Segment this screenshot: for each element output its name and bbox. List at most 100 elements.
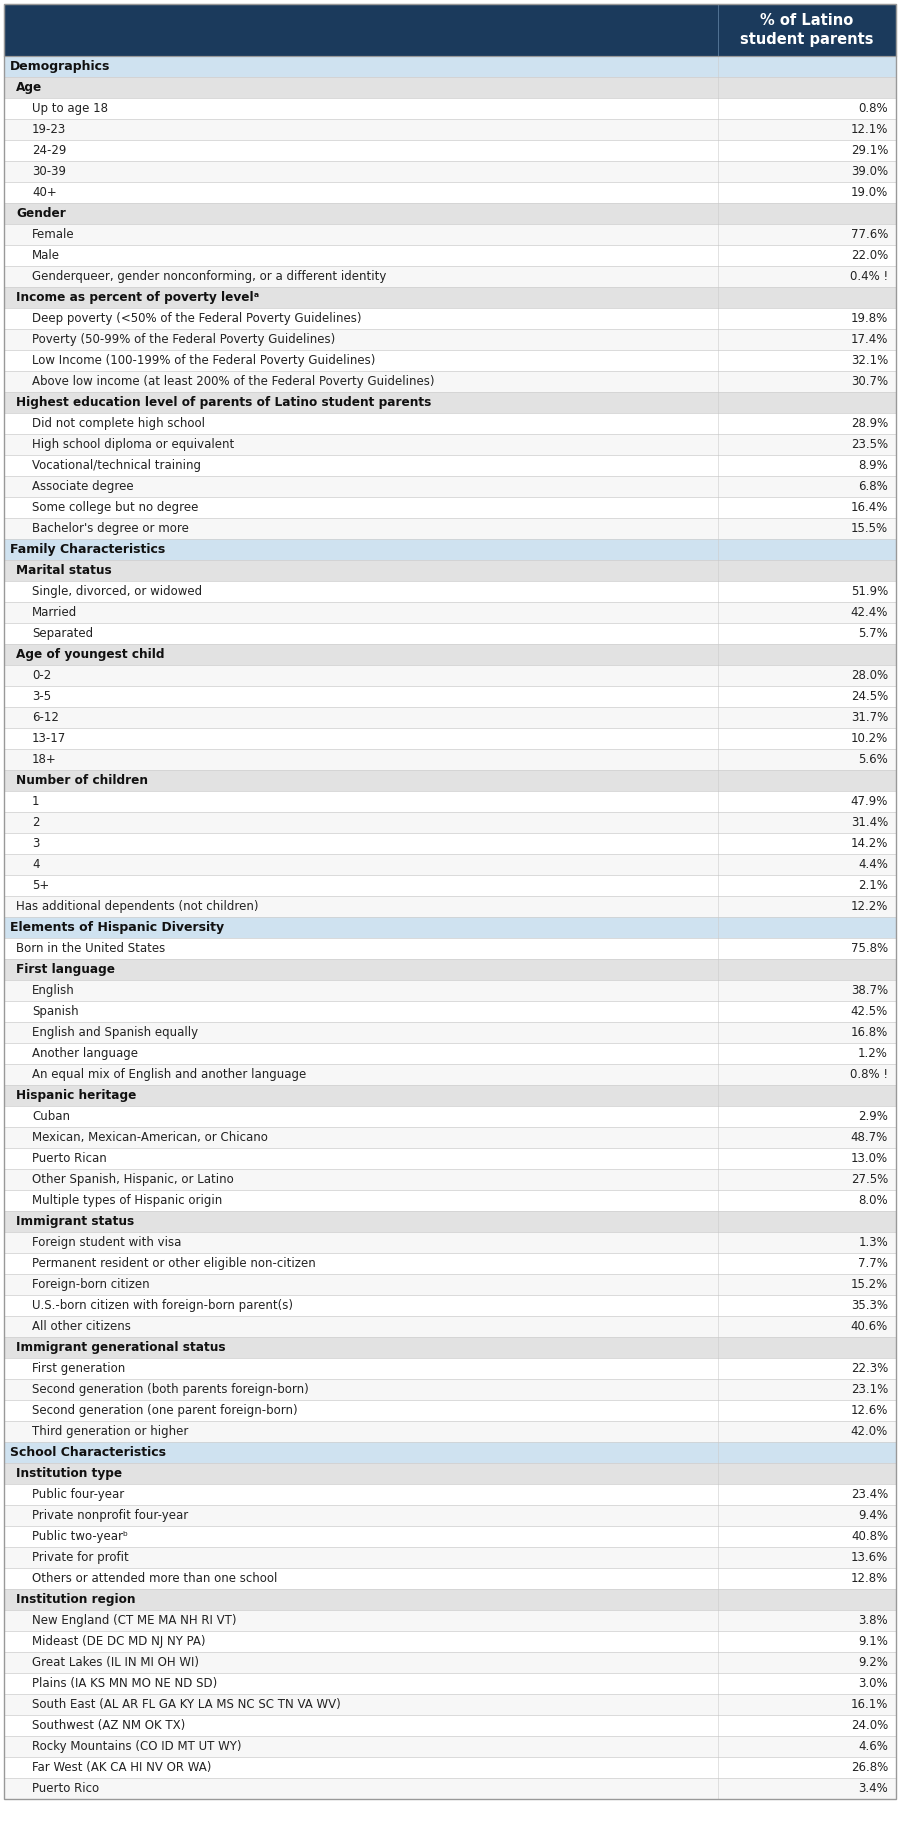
Text: 9.4%: 9.4%: [858, 1510, 888, 1522]
Bar: [4, 476, 896, 496]
Text: Second generation (both parents foreign-born): Second generation (both parents foreign-…: [32, 1383, 309, 1396]
Text: 5.6%: 5.6%: [859, 753, 888, 766]
Bar: [4, 539, 896, 561]
Bar: [4, 308, 896, 330]
Text: 4.4%: 4.4%: [858, 857, 888, 870]
Text: Public four-year: Public four-year: [32, 1488, 124, 1500]
Text: Great Lakes (IL IN MI OH WI): Great Lakes (IL IN MI OH WI): [32, 1656, 199, 1669]
Text: Puerto Rican: Puerto Rican: [32, 1152, 107, 1165]
Bar: [4, 1779, 896, 1799]
Text: 29.1%: 29.1%: [850, 145, 888, 158]
Text: 1.2%: 1.2%: [858, 1048, 888, 1061]
Text: 9.1%: 9.1%: [858, 1634, 888, 1649]
Bar: [4, 623, 896, 645]
Text: 13.0%: 13.0%: [850, 1152, 888, 1165]
Text: Poverty (50-99% of the Federal Poverty Guidelines): Poverty (50-99% of the Federal Poverty G…: [32, 333, 335, 346]
Text: Associate degree: Associate degree: [32, 480, 133, 493]
Text: 39.0%: 39.0%: [850, 165, 888, 178]
Bar: [4, 454, 896, 476]
Text: 42.4%: 42.4%: [850, 606, 888, 619]
Text: Mideast (DE DC MD NJ NY PA): Mideast (DE DC MD NJ NY PA): [32, 1634, 205, 1649]
Text: 6.8%: 6.8%: [859, 480, 888, 493]
Bar: [4, 645, 896, 665]
Bar: [4, 1149, 896, 1169]
Bar: [4, 1295, 896, 1315]
Text: Highest education level of parents of Latino student parents: Highest education level of parents of La…: [16, 396, 431, 409]
Text: U.S.-born citizen with foreign-born parent(s): U.S.-born citizen with foreign-born pare…: [32, 1299, 293, 1312]
Bar: [4, 266, 896, 288]
Bar: [4, 749, 896, 769]
Text: Rocky Mountains (CO ID MT UT WY): Rocky Mountains (CO ID MT UT WY): [32, 1740, 241, 1753]
Text: Permanent resident or other eligible non-citizen: Permanent resident or other eligible non…: [32, 1257, 316, 1270]
Text: Mexican, Mexican-American, or Chicano: Mexican, Mexican-American, or Chicano: [32, 1130, 268, 1143]
Text: Southwest (AZ NM OK TX): Southwest (AZ NM OK TX): [32, 1718, 185, 1731]
Text: 47.9%: 47.9%: [850, 795, 888, 808]
Bar: [4, 119, 896, 139]
Bar: [4, 665, 896, 685]
Bar: [4, 603, 896, 623]
Text: Puerto Rico: Puerto Rico: [32, 1783, 99, 1795]
Bar: [4, 161, 896, 181]
Bar: [4, 1422, 896, 1442]
Bar: [4, 1337, 896, 1358]
Text: Elements of Hispanic Diversity: Elements of Hispanic Diversity: [10, 921, 224, 934]
Text: Private for profit: Private for profit: [32, 1552, 129, 1565]
Text: 12.8%: 12.8%: [850, 1572, 888, 1585]
Text: Female: Female: [32, 227, 75, 242]
Text: Age: Age: [16, 81, 42, 93]
Text: Cuban: Cuban: [32, 1110, 70, 1123]
Text: Others or attended more than one school: Others or attended more than one school: [32, 1572, 277, 1585]
Text: 1.3%: 1.3%: [859, 1237, 888, 1249]
Text: 12.1%: 12.1%: [850, 123, 888, 136]
Text: 30.7%: 30.7%: [850, 376, 888, 388]
Bar: [4, 350, 896, 372]
Text: 6-12: 6-12: [32, 711, 58, 724]
Text: 19-23: 19-23: [32, 123, 67, 136]
Bar: [4, 97, 896, 119]
Text: 51.9%: 51.9%: [850, 584, 888, 597]
Bar: [4, 1253, 896, 1273]
Bar: [4, 57, 896, 77]
Bar: [4, 1127, 896, 1149]
Bar: [4, 1546, 896, 1568]
Text: 3.0%: 3.0%: [859, 1676, 888, 1689]
Text: 23.1%: 23.1%: [850, 1383, 888, 1396]
Text: 16.1%: 16.1%: [850, 1698, 888, 1711]
Bar: [4, 980, 896, 1000]
Text: 77.6%: 77.6%: [850, 227, 888, 242]
Bar: [4, 834, 896, 854]
Text: 13.6%: 13.6%: [850, 1552, 888, 1565]
Bar: [4, 1191, 896, 1211]
Text: Age of youngest child: Age of youngest child: [16, 649, 165, 661]
Text: Family Characteristics: Family Characteristics: [10, 542, 166, 555]
Bar: [4, 434, 896, 454]
Text: 12.2%: 12.2%: [850, 900, 888, 912]
Text: All other citizens: All other citizens: [32, 1321, 130, 1334]
Text: 26.8%: 26.8%: [850, 1761, 888, 1773]
Bar: [4, 1526, 896, 1546]
Text: Immigrant generational status: Immigrant generational status: [16, 1341, 226, 1354]
Text: 38.7%: 38.7%: [850, 984, 888, 997]
Bar: [4, 1610, 896, 1630]
Text: English and Spanish equally: English and Spanish equally: [32, 1026, 198, 1039]
Text: Some college but no degree: Some college but no degree: [32, 500, 198, 515]
Text: 16.4%: 16.4%: [850, 500, 888, 515]
Text: High school diploma or equivalent: High school diploma or equivalent: [32, 438, 234, 451]
Text: 0-2: 0-2: [32, 669, 51, 682]
Bar: [4, 1737, 896, 1757]
Text: Institution region: Institution region: [16, 1594, 136, 1607]
Text: Single, divorced, or widowed: Single, divorced, or widowed: [32, 584, 202, 597]
Bar: [4, 896, 896, 918]
Text: 8.9%: 8.9%: [859, 460, 888, 473]
Bar: [4, 791, 896, 812]
Text: 2.1%: 2.1%: [858, 879, 888, 892]
Text: Public two-yearᵇ: Public two-yearᵇ: [32, 1530, 128, 1543]
Bar: [4, 1064, 896, 1085]
Bar: [4, 918, 896, 938]
Bar: [4, 958, 896, 980]
Bar: [4, 1506, 896, 1526]
Text: 8.0%: 8.0%: [859, 1194, 888, 1207]
Bar: [4, 224, 896, 245]
Bar: [4, 4, 896, 57]
Text: 40.8%: 40.8%: [850, 1530, 888, 1543]
